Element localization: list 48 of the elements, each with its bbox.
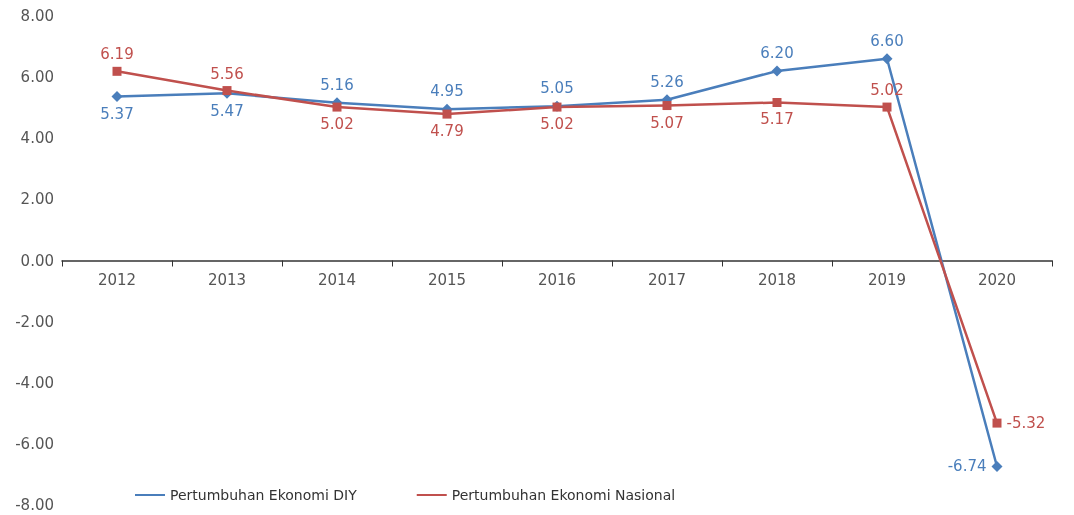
data-label: 5.05	[540, 79, 574, 98]
point	[992, 418, 1002, 428]
point	[111, 90, 123, 102]
point	[662, 101, 672, 111]
data-label: -6.74	[947, 457, 987, 476]
x-tick-label: 2015	[427, 271, 467, 289]
data-label: 5.16	[320, 75, 354, 94]
point	[112, 66, 122, 76]
data-label: 6.19	[100, 45, 134, 64]
point	[991, 460, 1003, 472]
y-tick-label: -2.00	[15, 312, 54, 331]
point	[772, 97, 782, 107]
y-tick-label: -8.00	[15, 496, 54, 514]
x-tick-label: 2019	[867, 271, 907, 289]
x-tick-label: 2017	[647, 271, 687, 289]
data-label: 5.47	[210, 102, 244, 121]
data-label: 4.95	[430, 82, 464, 101]
data-label: 6.20	[760, 44, 794, 63]
y-tick-label: -4.00	[15, 373, 54, 392]
data-label: 4.79	[430, 122, 464, 141]
x-tick-label: 2012	[97, 271, 137, 289]
x-tick-label: 2020	[977, 271, 1017, 289]
data-label: 6.60	[870, 31, 904, 50]
y-tick-label: 4.00	[20, 129, 54, 148]
data-label: 5.02	[320, 115, 354, 134]
point	[882, 102, 892, 112]
data-label: 5.02	[540, 115, 574, 134]
point	[771, 65, 783, 77]
legend-label: Pertumbuhan Ekonomi Nasional	[451, 487, 676, 503]
data-label: 5.37	[100, 105, 134, 124]
y-tick-label: 0.00	[20, 251, 54, 270]
y-tick-label: 6.00	[20, 68, 54, 87]
data-label: 5.17	[760, 110, 794, 129]
point	[442, 109, 452, 119]
data-label: 5.26	[650, 72, 684, 91]
point	[881, 53, 893, 65]
y-tick-label: 2.00	[20, 190, 54, 209]
y-tick-label: 8.00	[20, 7, 54, 25]
y-tick-label: -6.00	[15, 434, 54, 453]
data-label: -5.32	[1006, 414, 1046, 433]
point	[332, 102, 342, 112]
data-label: 5.56	[210, 64, 244, 83]
x-tick-label: 2018	[757, 271, 797, 289]
legend-label: Pertumbuhan Ekonomi DIY	[170, 487, 358, 503]
data-label: 5.07	[650, 113, 684, 132]
x-tick-label: 2014	[317, 271, 357, 289]
x-tick-label: 2016	[537, 271, 577, 289]
x-tick-label: 2013	[207, 271, 247, 289]
